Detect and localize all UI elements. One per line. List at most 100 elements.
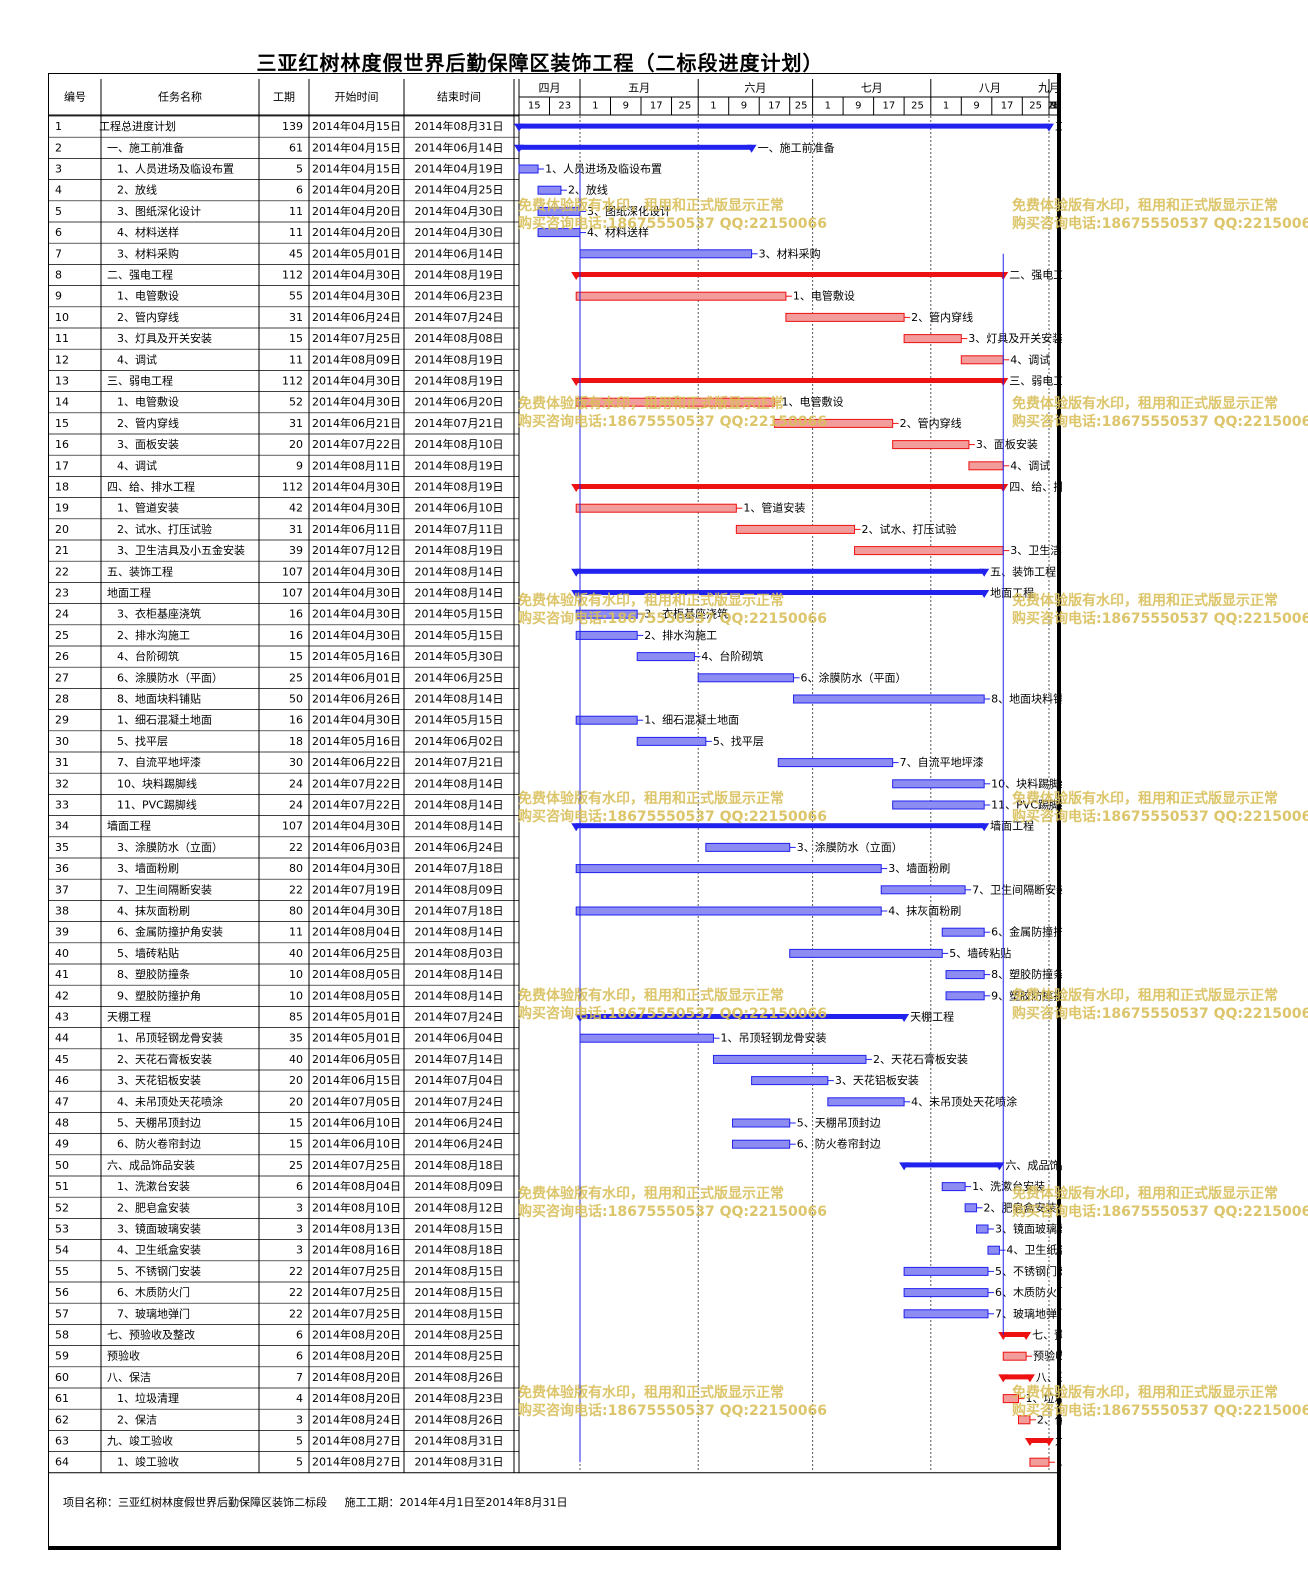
row-duration: 20 [289, 1074, 303, 1087]
tick-label: 25 [1048, 101, 1061, 112]
row-start-date: 2014年06月24日 [312, 310, 401, 324]
tick-label: 1 [710, 101, 716, 112]
row-task-name: 1、吊顶轻钢龙骨安装 [117, 1031, 223, 1045]
summary-start-marker [899, 1162, 910, 1171]
row-start-date: 2014年07月22日 [312, 776, 401, 790]
row-task-name: 2、保洁 [117, 1412, 157, 1426]
row-end-date: 2014年06月24日 [415, 1137, 504, 1151]
row-start-date: 2014年08月20日 [312, 1370, 401, 1384]
row-duration: 20 [289, 438, 303, 451]
bar-label: 9、塑胶防撞护角 [991, 988, 1062, 1002]
row-id: 47 [55, 1095, 69, 1108]
row-duration: 31 [289, 311, 303, 324]
summary-start-marker [571, 272, 582, 280]
row-start-date: 2014年04月30日 [312, 904, 401, 918]
row-duration: 22 [289, 883, 303, 896]
row-task-name: 7、卫生间隔断安装 [117, 882, 212, 896]
summary-bar [576, 568, 985, 574]
task-bar [892, 779, 985, 789]
row-start-date: 2014年07月25日 [312, 1306, 401, 1320]
row-duration: 15 [289, 1117, 303, 1130]
tick-label: 17 [1001, 101, 1014, 112]
row-end-date: 2014年07月04日 [415, 1073, 504, 1087]
bar-label: 九、竣工验收 [1055, 1434, 1062, 1448]
row-id: 44 [55, 1032, 69, 1045]
task-bar [785, 312, 905, 322]
summary-end-marker [746, 144, 757, 153]
row-id: 1 [55, 120, 62, 133]
summary-bar [576, 378, 1004, 383]
row-id: 31 [55, 756, 69, 769]
tick-label: 25 [1029, 101, 1042, 112]
bar-label: 8、地面块料铺贴 [991, 692, 1062, 706]
row-start-date: 2014年04月15日 [312, 119, 401, 133]
tick-label: 25 [795, 101, 808, 112]
row-end-date: 2014年07月21日 [415, 416, 504, 430]
row-end-date: 2014年05月15日 [415, 713, 504, 727]
summary-start-marker [571, 590, 582, 598]
task-bar [636, 736, 707, 746]
bar-label: 6、木质防火门 [995, 1285, 1062, 1299]
row-task-name: 1、竣工验收 [117, 1455, 179, 1469]
row-task-name: 4、调试 [117, 353, 157, 366]
bar-label: 1、洗漱台安装 [972, 1179, 1045, 1193]
row-start-date: 2014年06月15日 [312, 1073, 401, 1087]
task-bar [1029, 1457, 1050, 1467]
row-end-date: 2014年08月14日 [415, 776, 504, 790]
row-task-name: 1、人员进场及临设布置 [117, 162, 234, 176]
column-header-end: 结束时间 [437, 91, 481, 104]
summary-end-marker [1044, 1438, 1054, 1446]
row-duration: 3 [296, 1413, 303, 1426]
row-task-name: 六、成品饰品安装 [107, 1158, 195, 1172]
row-id: 13 [55, 375, 69, 388]
task-bar [773, 418, 894, 428]
row-start-date: 2014年08月09日 [312, 352, 401, 366]
row-end-date: 2014年08月19日 [415, 543, 504, 557]
row-task-name: 2、放线 [117, 183, 157, 197]
row-duration: 22 [289, 1265, 303, 1278]
task-bar [1002, 1394, 1019, 1404]
gantt-frame: 编号 任务名称 工期 开始时间 结束时间 四月 五月 六月 七月 八月 九月 15 23 1 9 17 25 1 9… [48, 73, 1062, 1550]
row-end-date: 2014年05月15日 [415, 607, 504, 621]
bar-label: 3、衣柜基座浇筑 [644, 607, 728, 621]
bar-label: 1、人员进场及临设布置 [545, 162, 662, 176]
row-start-date: 2014年08月04日 [312, 1179, 401, 1193]
bar-label: 2、排水沟施工 [644, 628, 717, 642]
row-duration: 25 [289, 1159, 303, 1172]
bar-label: 3、墙面粉刷 [888, 861, 950, 875]
row-start-date: 2014年04月30日 [312, 607, 401, 621]
tick-label: 17 [650, 101, 663, 112]
summary-end-marker [979, 590, 990, 598]
row-end-date: 2014年08月19日 [415, 458, 504, 472]
bar-label: 2、试水、打压试验 [862, 522, 957, 536]
row-end-date: 2014年08月25日 [415, 1328, 504, 1342]
row-start-date: 2014年04月30日 [312, 268, 401, 282]
row-task-name: 6、涂膜防水（平面） [117, 670, 223, 684]
row-end-date: 2014年06月24日 [415, 840, 504, 854]
task-bar [964, 1203, 978, 1213]
row-duration: 16 [289, 714, 303, 727]
row-end-date: 2014年07月18日 [415, 904, 504, 918]
row-end-date: 2014年07月24日 [415, 1094, 504, 1108]
row-start-date: 2014年05月01日 [312, 1010, 401, 1024]
task-bar [903, 334, 962, 344]
row-task-name: 8、塑胶防撞条 [117, 967, 190, 981]
column-header-start: 开始时间 [335, 90, 379, 104]
bar-label: 4、未吊顶处天花喷涂 [911, 1094, 1017, 1108]
row-end-date: 2014年08月23日 [415, 1391, 504, 1405]
row-id: 4 [55, 184, 62, 197]
row-duration: 22 [289, 1307, 303, 1320]
bar-label: 6、金属防撞护角安装 [991, 925, 1062, 939]
row-start-date: 2014年07月22日 [312, 798, 401, 812]
row-id: 42 [55, 989, 69, 1002]
row-task-name: 7、自流平地坪漆 [117, 755, 201, 769]
row-end-date: 2014年08月08日 [415, 331, 504, 345]
row-id: 49 [55, 1138, 69, 1151]
row-start-date: 2014年07月22日 [312, 437, 401, 451]
row-start-date: 2014年04月20日 [312, 183, 401, 197]
task-bar [579, 1033, 714, 1043]
bar-label: 1、管道安装 [743, 501, 805, 515]
row-task-name: 3、镜面玻璃安装 [117, 1222, 201, 1236]
row-end-date: 2014年08月15日 [415, 1306, 504, 1320]
row-duration: 18 [289, 735, 303, 748]
